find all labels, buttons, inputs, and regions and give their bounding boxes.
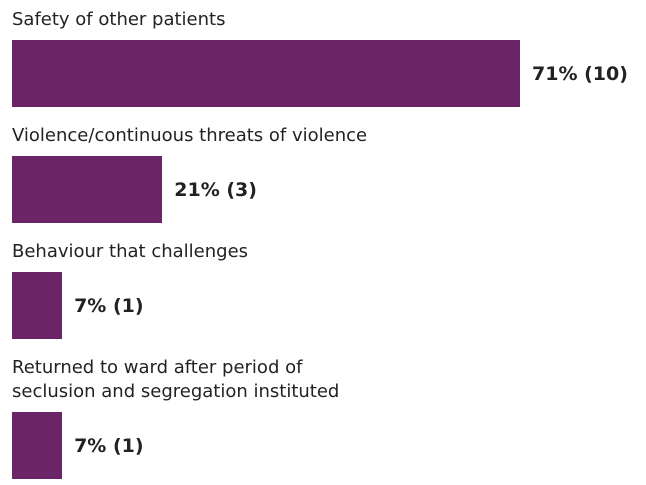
value-label: 71% (10) <box>532 62 628 85</box>
value-label: 21% (3) <box>174 178 257 201</box>
category-label: Safety of other patients <box>12 9 226 30</box>
bar-row: 71% (10) <box>12 40 646 107</box>
bar-group: Returned to ward after period of seclusi… <box>12 356 646 479</box>
value-label: 7% (1) <box>74 434 144 457</box>
value-label: 7% (1) <box>74 294 144 317</box>
bar-group: Safety of other patients 71% (10) <box>12 8 646 107</box>
category-label: Violence/continuous threats of violence <box>12 125 368 146</box>
bar <box>12 156 163 223</box>
bar-row: 7% (1) <box>12 272 646 339</box>
bar-group: Behaviour that challenges 7% (1) <box>12 240 646 339</box>
bar-group: Violence/continuous threats of violence 2… <box>12 124 646 223</box>
bar-row: 21% (3) <box>12 156 646 223</box>
category-label: Returned to ward after period of seclusi… <box>12 357 340 402</box>
category-label: Behaviour that challenges <box>12 241 249 262</box>
bar <box>12 40 520 107</box>
bar-row: 7% (1) <box>12 412 646 479</box>
bar <box>12 412 63 479</box>
bar <box>12 272 63 339</box>
